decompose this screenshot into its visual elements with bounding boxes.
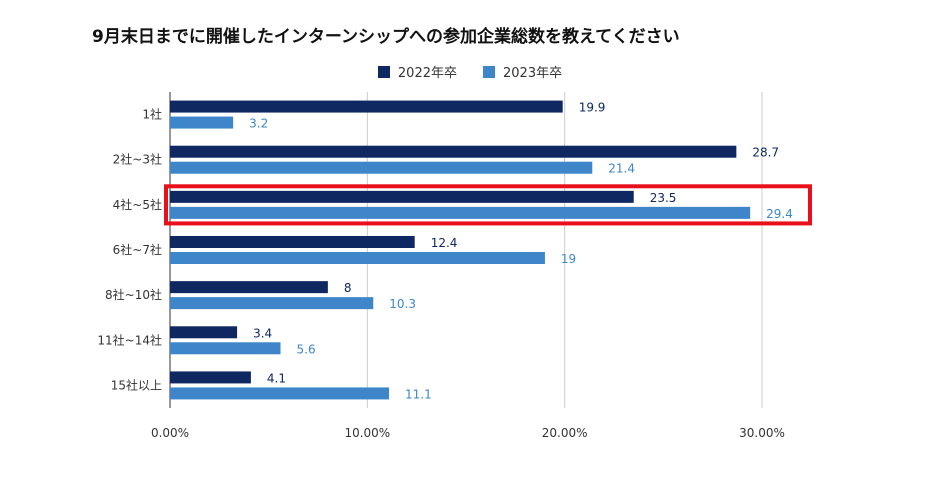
bar-2023	[170, 206, 751, 219]
value-label: 19	[561, 252, 576, 266]
value-label: 28.7	[752, 146, 779, 160]
value-label: 12.4	[431, 236, 458, 250]
bar-2023	[170, 342, 281, 355]
legend: 2022年卒 2023年卒	[0, 62, 940, 81]
value-label: 19.9	[579, 101, 606, 115]
value-label: 5.6	[297, 342, 316, 356]
legend-label-2022: 2022年卒	[397, 66, 457, 81]
value-label: 8	[344, 281, 352, 295]
bar-2022	[170, 100, 563, 113]
bar-2022	[170, 236, 415, 248]
category-label: 6社~7社	[113, 242, 162, 257]
legend-swatch-2023	[483, 65, 495, 78]
category-label: 1社	[142, 107, 162, 122]
bar-2022	[170, 190, 634, 203]
bar-2022	[170, 371, 251, 384]
x-tick-label: 20.00%	[542, 426, 588, 440]
bar-2022	[170, 145, 737, 158]
bar-2023	[170, 297, 374, 310]
x-tick-label: 10.00%	[344, 426, 390, 440]
chart-title: 9月末日までに開催したインターンシップへの参加企業総数を教えてください	[92, 27, 680, 47]
bar-2023	[170, 387, 390, 400]
category-label: 4社~5社	[113, 197, 162, 212]
value-label: 3.2	[249, 117, 268, 131]
category-label: 11社~14社	[97, 332, 162, 347]
value-label: 21.4	[608, 162, 635, 176]
highlight-box	[164, 184, 812, 226]
labels: 0.00% 10.00% 20.00% 30.00% 1社 19.9 3.2 2社~3社 28.…	[97, 101, 792, 440]
legend-item-2022[interactable]: 2022年卒	[377, 62, 457, 81]
legend-item-2023[interactable]: 2023年卒	[483, 62, 562, 81]
legend-swatch-2022	[377, 65, 390, 78]
x-tick-label: 30.00%	[739, 426, 785, 440]
legend-label-2023: 2023年卒	[503, 66, 563, 81]
value-label: 4.1	[267, 371, 286, 385]
bar-2022	[170, 326, 238, 339]
value-label: 3.4	[253, 326, 272, 340]
value-label: 11.1	[405, 387, 432, 401]
bar-2023	[170, 116, 234, 129]
category-label: 2社~3社	[113, 152, 162, 167]
value-label: 29.4	[766, 207, 793, 221]
grid-lines	[169, 92, 763, 408]
bar-2023	[170, 161, 593, 174]
value-label: 10.3	[389, 297, 416, 311]
bars	[170, 100, 751, 400]
bar-2022	[170, 281, 328, 294]
value-label: 23.5	[650, 191, 677, 205]
x-tick-label: 0.00%	[151, 426, 189, 440]
bar-2023	[170, 252, 545, 264]
category-label: 15社以上	[111, 377, 162, 392]
category-label: 8社~10社	[105, 287, 162, 302]
